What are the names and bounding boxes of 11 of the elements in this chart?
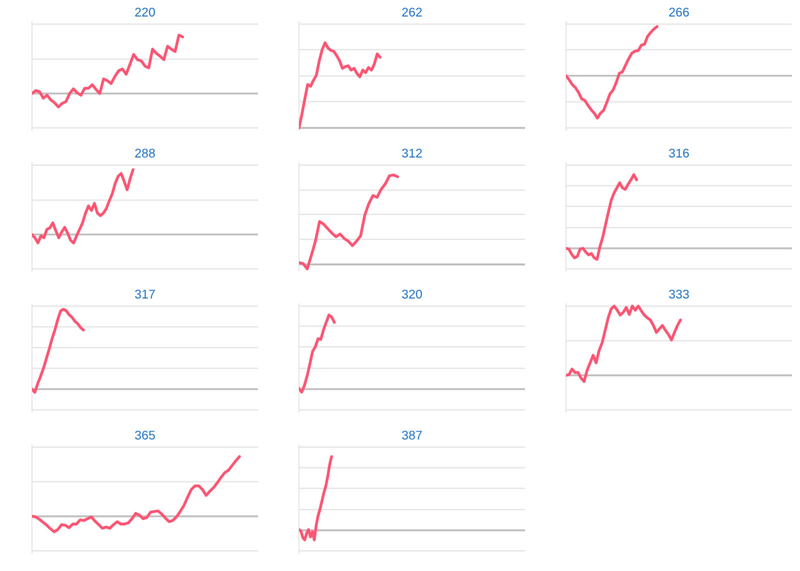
chart-title: 317 [135,290,155,299]
chart-title: 316 [669,148,689,158]
chart-title: 365 [135,430,155,440]
chart-title: 288 [135,148,155,158]
chart-title: 320 [402,290,422,299]
chart-title: 220 [135,8,155,17]
chart-title: 333 [669,290,689,299]
chart-title: 387 [402,430,422,440]
chart-title: 266 [669,8,689,17]
chart-title: 262 [402,8,422,17]
chart-title: 312 [402,148,422,158]
